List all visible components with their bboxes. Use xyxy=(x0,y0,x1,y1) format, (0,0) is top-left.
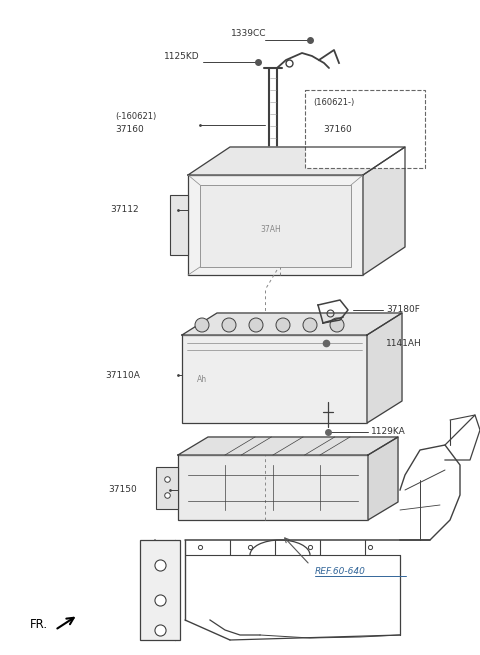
Polygon shape xyxy=(178,437,398,455)
Text: 1141AH: 1141AH xyxy=(386,339,422,348)
Text: 37110A: 37110A xyxy=(105,371,140,379)
Bar xyxy=(170,195,188,255)
Bar xyxy=(188,175,363,275)
Text: (-160621): (-160621) xyxy=(115,113,156,121)
Circle shape xyxy=(249,318,263,332)
Polygon shape xyxy=(182,313,402,335)
Bar xyxy=(156,467,178,509)
Circle shape xyxy=(303,318,317,332)
Text: 37AH: 37AH xyxy=(260,225,281,234)
Circle shape xyxy=(222,318,236,332)
Circle shape xyxy=(276,318,290,332)
Polygon shape xyxy=(363,147,405,275)
Text: 37150: 37150 xyxy=(108,485,137,495)
Text: 1125KD: 1125KD xyxy=(164,52,200,61)
Text: Ah: Ah xyxy=(197,375,207,383)
Text: 37160: 37160 xyxy=(323,126,352,134)
Text: 37112: 37112 xyxy=(110,206,139,214)
Text: FR.: FR. xyxy=(30,618,48,631)
Polygon shape xyxy=(188,147,405,175)
Circle shape xyxy=(195,318,209,332)
Polygon shape xyxy=(367,313,402,423)
Circle shape xyxy=(330,318,344,332)
Polygon shape xyxy=(368,437,398,520)
Text: 37180F: 37180F xyxy=(386,305,420,314)
Bar xyxy=(140,540,180,640)
Bar xyxy=(200,185,351,267)
Text: REF.60-640: REF.60-640 xyxy=(315,567,366,576)
Text: 1129KA: 1129KA xyxy=(371,428,406,436)
Bar xyxy=(305,90,425,168)
Bar xyxy=(182,335,367,423)
Text: (160621-): (160621-) xyxy=(313,98,354,107)
Bar xyxy=(178,455,368,520)
Text: 1339CC: 1339CC xyxy=(230,29,266,38)
Text: 37160: 37160 xyxy=(115,124,144,134)
